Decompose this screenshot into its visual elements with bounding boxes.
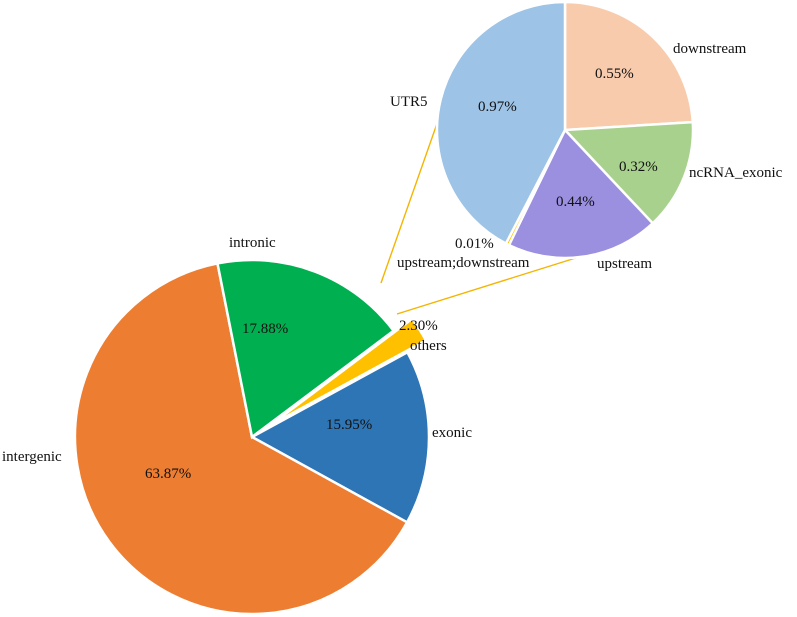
slice-intergenic	[73, 261, 409, 616]
slice-upstream	[507, 127, 655, 260]
value-label-exonic: 15.95%	[326, 417, 372, 433]
slice-utr5	[435, 0, 567, 246]
slice-intronic	[216, 258, 396, 440]
category-label-others: others	[410, 338, 447, 354]
value-label-others: 2.30%	[399, 318, 438, 334]
slice-ncrna-exonic	[562, 120, 695, 226]
connector-line-upper	[380, 97, 447, 284]
slice-downstream	[563, 0, 695, 132]
category-label-exonic: exonic	[432, 425, 472, 441]
category-label-upstream-downstream: upstream;downstream	[397, 255, 530, 271]
category-label-intronic: intronic	[229, 235, 276, 251]
connector-line-lower	[396, 255, 583, 315]
value-label-utr5: 0.97%	[478, 99, 517, 115]
slice-exonic	[249, 350, 431, 525]
slice-others	[269, 317, 428, 427]
value-label-ncrna-exonic: 0.32%	[619, 159, 658, 175]
value-label-upstream-downstream: 0.01%	[455, 236, 494, 252]
category-label-ncrna-exonic: ncRNA_exonic	[689, 165, 783, 181]
category-label-intergenic: intergenic	[2, 449, 62, 465]
value-label-upstream: 0.44%	[556, 194, 595, 210]
category-label-upstream: upstream	[597, 256, 652, 272]
value-label-downstream: 0.55%	[595, 66, 634, 82]
value-label-intergenic: 63.87%	[145, 466, 191, 482]
category-label-utr5: UTR5	[390, 94, 428, 110]
value-label-intronic: 17.88%	[242, 321, 288, 337]
category-label-downstream: downstream	[673, 41, 747, 57]
